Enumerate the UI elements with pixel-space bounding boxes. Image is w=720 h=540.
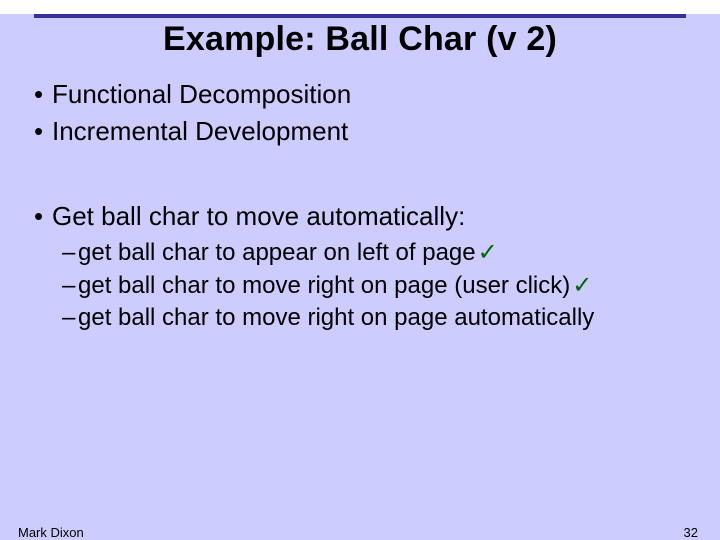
- sub-bullet-text: get ball char to move right on page (use…: [78, 272, 570, 299]
- check-icon: ✓: [572, 272, 592, 299]
- bullet-dot-icon: •: [34, 201, 52, 232]
- sub-bullet-item: –get ball char to move right on page (us…: [62, 271, 686, 300]
- dash-icon: –: [62, 304, 78, 332]
- slide-title: Example: Ball Char (v 2): [0, 20, 720, 59]
- sub-bullet-item: –get ball char to appear on left of page…: [62, 238, 686, 267]
- sub-bullet-item: –get ball char to move right on page aut…: [62, 304, 686, 332]
- bullet-text: Get ball char to move automatically:: [52, 201, 465, 231]
- bullet-item: •Functional Decomposition: [34, 79, 686, 110]
- bullet-text: Incremental Development: [52, 116, 348, 146]
- footer-author: Mark Dixon: [18, 525, 84, 540]
- bullet-dot-icon: •: [34, 116, 52, 147]
- spacer: [34, 153, 686, 201]
- bullet-item: •Get ball char to move automatically:: [34, 201, 686, 232]
- sub-bullet-text: get ball char to appear on left of page: [78, 239, 476, 266]
- bullet-item: •Incremental Development: [34, 116, 686, 147]
- footer-page-number: 32: [684, 525, 698, 540]
- check-icon: ✓: [478, 239, 498, 266]
- sub-bullet-text: get ball char to move right on page auto…: [78, 304, 594, 331]
- dash-icon: –: [62, 272, 78, 300]
- slide: Example: Ball Char (v 2) •Functional Dec…: [0, 14, 720, 540]
- dash-icon: –: [62, 239, 78, 267]
- bullet-dot-icon: •: [34, 79, 52, 110]
- slide-body: •Functional Decomposition •Incremental D…: [0, 59, 720, 332]
- title-divider: [34, 14, 686, 18]
- bullet-text: Functional Decomposition: [52, 79, 351, 109]
